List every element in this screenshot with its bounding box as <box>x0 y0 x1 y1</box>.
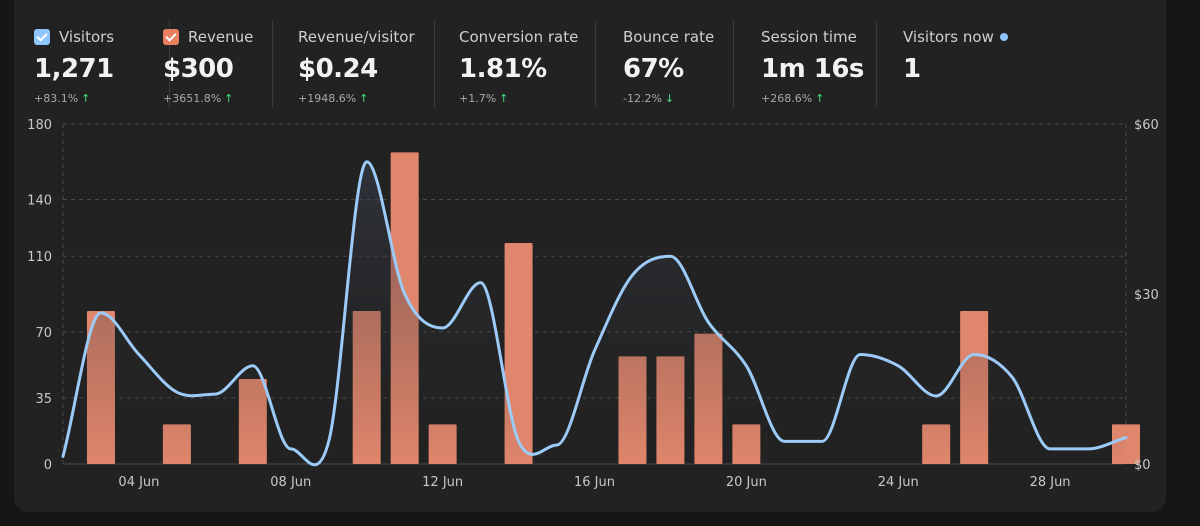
y-right-tick: $30 <box>1134 288 1159 303</box>
metric-delta: -12.2% <box>623 92 662 105</box>
chart: 0 35 70 110 140 180 $0 $30 $60 04 Jun 08 Jun 12 Jun… <box>27 118 1159 490</box>
metric-bounce-rate[interactable]: Bounce rate 67% -12.2% ↓ <box>623 20 734 108</box>
live-dot-icon <box>999 33 1008 41</box>
y-left-tick: 35 <box>35 392 52 407</box>
x-tick: 04 Jun <box>118 475 159 490</box>
y-left-tick: 70 <box>35 326 52 341</box>
metric-delta: +1948.6% <box>298 92 357 105</box>
metric-value: $0.24 <box>298 54 378 84</box>
metric-value: 1m 16s <box>761 54 864 84</box>
metric-label: Bounce rate <box>623 28 715 46</box>
arrow-up-icon: ↑ <box>359 92 369 105</box>
metric-visitors[interactable]: Visitors 1,271 +83.1% ↑ <box>34 20 170 108</box>
metric-label: Revenue <box>188 28 254 46</box>
x-tick: 20 Jun <box>726 475 767 490</box>
metric-delta: +268.6% <box>761 92 813 105</box>
metric-delta: +3651.8% <box>163 92 222 105</box>
metric-label: Session time <box>761 28 857 46</box>
arrow-up-icon: ↑ <box>81 92 91 105</box>
metric-delta: +83.1% <box>34 92 79 105</box>
metric-label: Revenue/visitor <box>298 28 415 46</box>
visitors-area <box>63 161 1126 465</box>
y-left-tick: 0 <box>44 458 52 473</box>
x-tick: 12 Jun <box>422 475 463 490</box>
metric-value: 1,271 <box>34 54 114 84</box>
visitors-line <box>61 160 1128 467</box>
metric-revenue[interactable]: Revenue $300 +3651.8% ↑ <box>163 20 273 108</box>
arrow-up-icon: ↑ <box>815 92 825 105</box>
metric-session-time[interactable]: Session time 1m 16s +268.6% ↑ <box>761 20 877 108</box>
metric-label: Conversion rate <box>459 28 579 46</box>
x-tick: 28 Jun <box>1030 475 1071 490</box>
y-right-tick: $0 <box>1134 458 1151 473</box>
metric-value: 67% <box>623 54 684 84</box>
y-left-tick: 140 <box>27 194 52 209</box>
x-tick: 16 Jun <box>574 475 615 490</box>
x-tick: 08 Jun <box>270 475 311 490</box>
metric-visitors-now[interactable]: Visitors now 1 <box>903 20 1033 108</box>
arrow-up-icon: ↑ <box>224 92 234 105</box>
revenue-checkbox-icon[interactable] <box>163 29 179 45</box>
metrics-bar: Visitors 1,271 +83.1% ↑ Revenue $300 +365… <box>14 0 1166 112</box>
metric-conversion-rate[interactable]: Conversion rate 1.81% +1.7% ↑ <box>459 20 596 108</box>
metric-value: 1.81% <box>459 54 547 84</box>
y-left-tick: 180 <box>27 118 52 133</box>
metric-value: $300 <box>163 54 234 84</box>
revenue-bar <box>504 243 533 464</box>
arrow-down-icon: ↓ <box>664 92 675 105</box>
metric-revenue-per-visitor[interactable]: Revenue/visitor $0.24 +1948.6% ↑ <box>298 20 435 108</box>
visitors-checkbox-icon[interactable] <box>34 29 50 45</box>
metric-label: Visitors <box>59 28 115 46</box>
analytics-card: Visitors 1,271 +83.1% ↑ Revenue $300 +365… <box>14 0 1166 512</box>
y-right-tick: $60 <box>1134 118 1159 133</box>
arrow-up-icon: ↑ <box>499 92 509 105</box>
y-left-tick: 110 <box>27 250 52 265</box>
x-tick: 24 Jun <box>878 475 919 490</box>
metric-delta: +1.7% <box>459 92 497 105</box>
metric-value: 1 <box>903 54 921 84</box>
metric-label: Visitors now <box>903 28 994 46</box>
